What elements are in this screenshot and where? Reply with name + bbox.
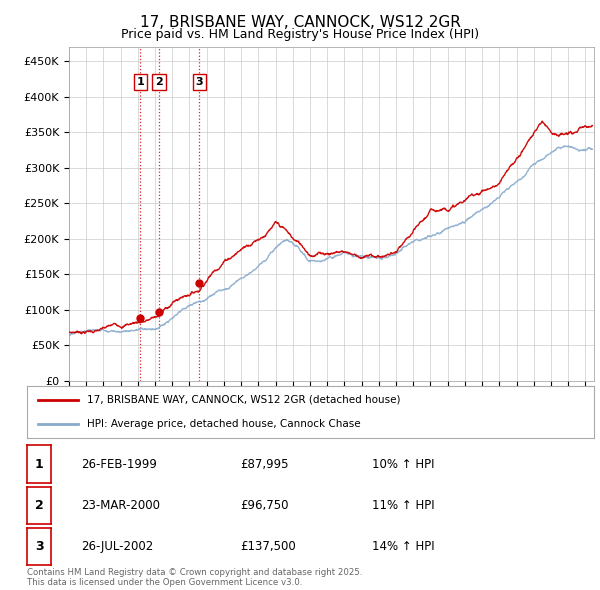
Text: 3: 3	[35, 540, 43, 553]
Text: 10% ↑ HPI: 10% ↑ HPI	[372, 457, 434, 471]
Text: Price paid vs. HM Land Registry's House Price Index (HPI): Price paid vs. HM Land Registry's House …	[121, 28, 479, 41]
Text: 2: 2	[35, 499, 43, 512]
Text: £137,500: £137,500	[240, 540, 296, 553]
Text: 17, BRISBANE WAY, CANNOCK, WS12 2GR: 17, BRISBANE WAY, CANNOCK, WS12 2GR	[140, 15, 460, 30]
Text: 26-FEB-1999: 26-FEB-1999	[81, 457, 157, 471]
Text: 2: 2	[155, 77, 163, 87]
Text: 1: 1	[35, 457, 43, 471]
Text: 23-MAR-2000: 23-MAR-2000	[81, 499, 160, 512]
Text: HPI: Average price, detached house, Cannock Chase: HPI: Average price, detached house, Cann…	[86, 419, 360, 429]
Text: 17, BRISBANE WAY, CANNOCK, WS12 2GR (detached house): 17, BRISBANE WAY, CANNOCK, WS12 2GR (det…	[86, 395, 400, 405]
Text: £96,750: £96,750	[240, 499, 289, 512]
Text: 11% ↑ HPI: 11% ↑ HPI	[372, 499, 434, 512]
Text: Contains HM Land Registry data © Crown copyright and database right 2025.
This d: Contains HM Land Registry data © Crown c…	[27, 568, 362, 587]
Text: 14% ↑ HPI: 14% ↑ HPI	[372, 540, 434, 553]
Text: 26-JUL-2002: 26-JUL-2002	[81, 540, 153, 553]
Text: £87,995: £87,995	[240, 457, 289, 471]
Text: 3: 3	[196, 77, 203, 87]
Text: 1: 1	[137, 77, 145, 87]
